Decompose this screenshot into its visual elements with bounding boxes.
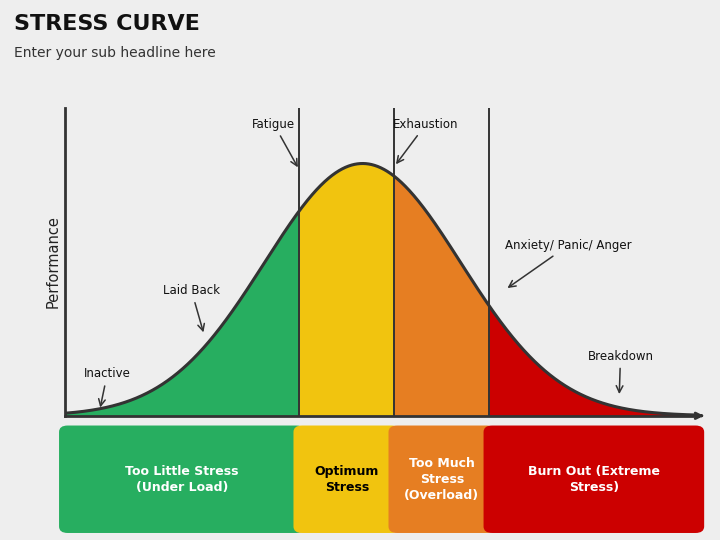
Text: Laid Back: Laid Back	[163, 284, 220, 331]
Polygon shape	[490, 306, 698, 416]
Text: Inactive: Inactive	[84, 368, 131, 406]
Text: Anxiety/ Panic/ Anger: Anxiety/ Panic/ Anger	[505, 239, 631, 287]
Text: Too Much
Stress
(Overload): Too Much Stress (Overload)	[404, 457, 480, 502]
Text: STRESS CURVE: STRESS CURVE	[14, 14, 200, 33]
Polygon shape	[395, 177, 490, 416]
Text: Enter your sub headline here: Enter your sub headline here	[14, 46, 216, 60]
Text: Exhaustion: Exhaustion	[393, 118, 459, 163]
Text: Burn Out (Extreme
Stress): Burn Out (Extreme Stress)	[528, 465, 660, 494]
Text: Too Little Stress
(Under Load): Too Little Stress (Under Load)	[125, 465, 239, 494]
Text: Fatigue: Fatigue	[252, 118, 297, 166]
Polygon shape	[300, 164, 395, 416]
Polygon shape	[65, 211, 300, 416]
Text: Optimum
Stress: Optimum Stress	[315, 465, 379, 494]
Y-axis label: Performance: Performance	[45, 215, 60, 308]
Text: Breakdown: Breakdown	[588, 350, 654, 393]
